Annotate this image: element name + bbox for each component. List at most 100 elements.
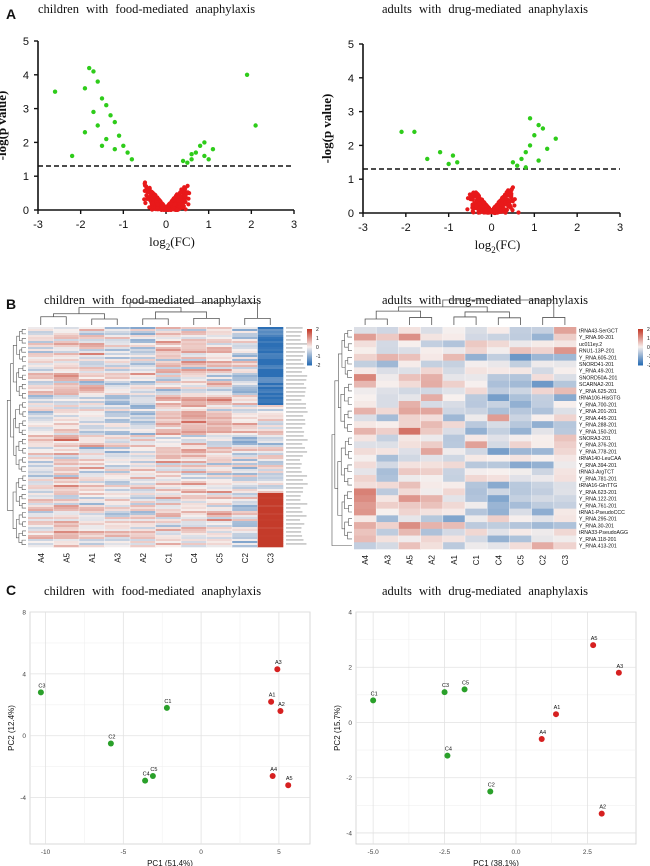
legend-swatch (307, 337, 312, 339)
heatmap-cell (206, 373, 233, 376)
heatmap-cell (53, 449, 80, 452)
heatmap-cell (130, 425, 156, 428)
heatmap-cell (28, 505, 54, 508)
heatmap-cell (104, 407, 131, 410)
heatmap-column-label: A2 (428, 554, 437, 564)
heatmap-heatmap-adults: A4 A3 A5 A2 A1 C1 C4 C5 C2 C3tRNA43-SerGCTY_RNA.9… (331, 299, 650, 565)
heatmap-cell (79, 343, 105, 346)
dendrogram-branch (348, 383, 352, 392)
heatmap-cell (232, 379, 258, 382)
heatmap-cell (509, 427, 532, 435)
heatmap-cell (206, 503, 233, 506)
heatmap-cell (181, 353, 207, 356)
heatmap-cell (257, 367, 284, 370)
heatmap-cell (28, 463, 54, 466)
heatmap-cell (257, 511, 284, 514)
dendrogram-branch (19, 349, 23, 360)
heatmap-cell (181, 403, 207, 406)
heatmap-cell (257, 395, 284, 398)
heatmap-cell (181, 417, 207, 420)
heatmap-cell (155, 477, 182, 480)
heatmap-cell (130, 499, 156, 502)
heatmap-cell (79, 471, 105, 474)
heatmap-cell (79, 503, 105, 506)
heatmap-cell (257, 537, 284, 540)
title-a-right: adults with drug-mediated anaphylaxis (382, 2, 589, 16)
heatmap-cell (155, 361, 182, 364)
heatmap-cell (232, 413, 258, 416)
significant-point (112, 146, 118, 152)
heatmap-cell (257, 507, 284, 510)
heatmap-cell (53, 407, 80, 410)
heatmap-cell (206, 541, 233, 544)
heatmap-cell (28, 369, 54, 372)
heatmap-row-label-stub (286, 383, 305, 385)
heatmap-column-label: A3 (113, 552, 122, 562)
heatmap-cell (257, 471, 284, 474)
heatmap-cell (79, 407, 105, 410)
heatmap-row-label-stub (286, 351, 305, 353)
heatmap-cell (487, 461, 510, 469)
significant-point (553, 136, 558, 141)
heatmap-cell (376, 434, 399, 442)
heatmap-cell (181, 483, 207, 486)
heatmap-cell (181, 423, 207, 426)
heatmap-cell (53, 385, 80, 388)
heatmap-cell (181, 519, 207, 522)
heatmap-cell (104, 463, 131, 466)
heatmap-cell (420, 367, 444, 375)
heatmap-cell (28, 517, 54, 520)
pca-y-tick-label: 8 (22, 610, 26, 617)
heatmap-cell (53, 519, 80, 522)
heatmap-cell (206, 401, 233, 404)
heatmap-cell (509, 481, 532, 489)
heatmap-cell (79, 435, 105, 438)
heatmap-cell (104, 399, 131, 402)
heatmap-cell (155, 457, 182, 460)
heatmap-cell (130, 351, 156, 354)
heatmap-cell (420, 380, 444, 388)
heatmap-cell (130, 341, 156, 344)
heatmap-cell (257, 535, 284, 538)
heatmap-cell (398, 427, 421, 435)
heatmap-cell (257, 481, 284, 484)
heatmap-cell (354, 461, 377, 469)
heatmap-cell (28, 375, 54, 378)
nonsignificant-point (510, 199, 515, 204)
dendrogram-branch (331, 434, 352, 546)
heatmap-cell (130, 457, 156, 460)
legend-swatch (307, 344, 312, 346)
significant-point (129, 157, 135, 162)
heatmap-row-label-stub (286, 443, 303, 445)
heatmap-cell (79, 491, 105, 494)
pca-point (37, 689, 44, 696)
heatmap-cell (487, 468, 510, 476)
heatmap-cell (232, 497, 258, 500)
y-tick-label: 1 (348, 174, 354, 186)
heatmap-cell (232, 463, 258, 466)
pca-point-label: C3 (442, 683, 449, 689)
heatmap-cell (155, 505, 182, 508)
pca-y-tick-label: -2 (346, 775, 352, 782)
heatmap-cell (79, 447, 105, 450)
heatmap-cell (206, 521, 233, 524)
heatmap-cell (181, 455, 207, 458)
heatmap-cell (206, 415, 233, 418)
heatmap-cell (206, 533, 233, 536)
nonsignificant-point (168, 201, 174, 206)
heatmap-cell (28, 525, 54, 528)
pca-x-tick-label: -10 (41, 849, 51, 856)
legend-swatch (307, 348, 312, 351)
heatmap-cell (232, 503, 258, 506)
x-tick-label: -2 (76, 219, 86, 231)
heatmap-cell (206, 517, 233, 520)
heatmap-cell (104, 389, 131, 392)
heatmap-cell (130, 523, 156, 526)
heatmap-cell (79, 345, 105, 348)
heatmap-cell (130, 343, 156, 346)
pca-y-tick-label: -4 (346, 830, 352, 837)
heatmap-cell (130, 375, 156, 378)
heatmap-cell (53, 477, 80, 480)
pca-point (553, 711, 559, 718)
heatmap-cell (79, 401, 105, 404)
